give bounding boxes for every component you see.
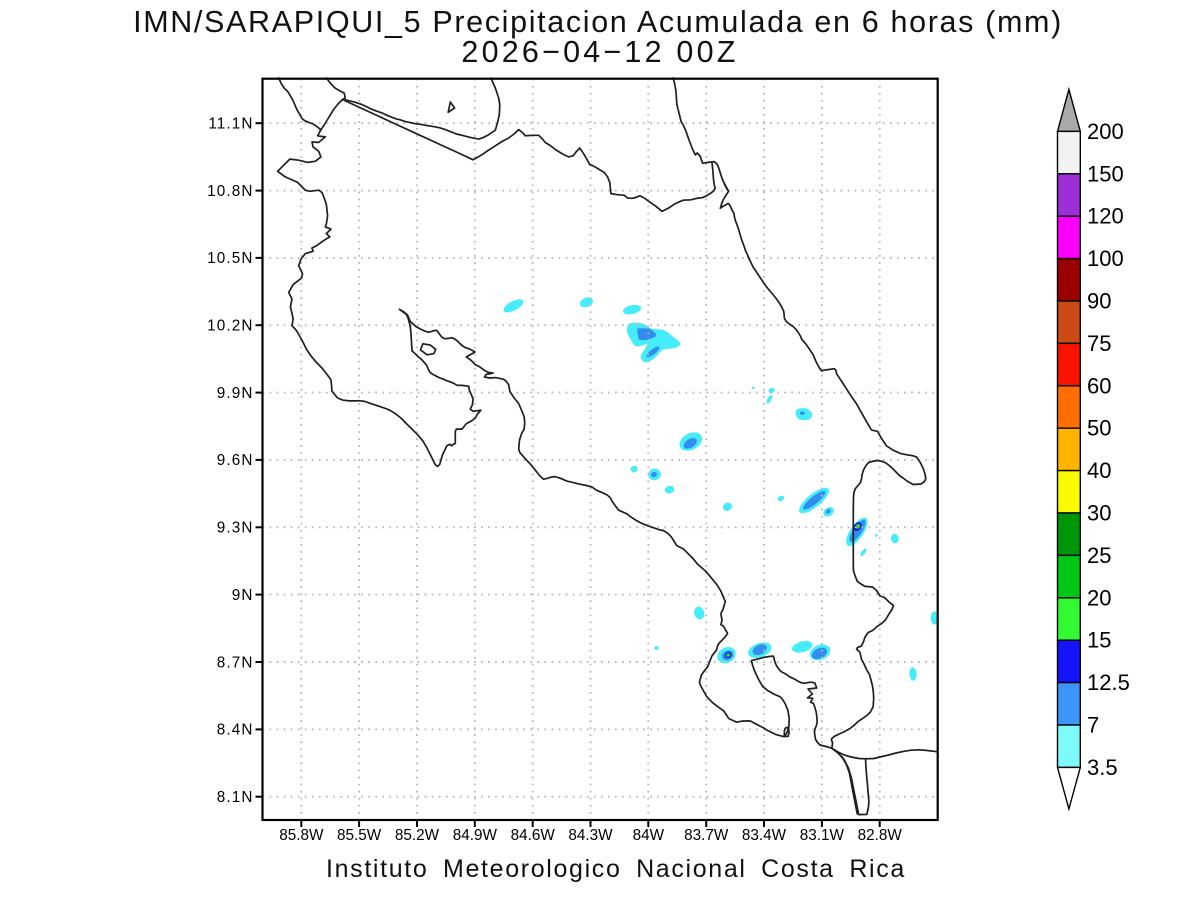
svg-text:82.8W: 82.8W: [858, 827, 903, 844]
svg-text:84.6W: 84.6W: [511, 827, 556, 844]
svg-text:12.5: 12.5: [1087, 670, 1130, 695]
svg-text:85.5W: 85.5W: [337, 827, 382, 844]
svg-text:9.6N: 9.6N: [217, 452, 254, 469]
svg-text:20: 20: [1087, 585, 1111, 610]
svg-text:10.8N: 10.8N: [207, 183, 253, 200]
svg-text:83.7W: 83.7W: [684, 827, 729, 844]
svg-text:3.5: 3.5: [1087, 755, 1118, 780]
svg-text:83.1W: 83.1W: [800, 827, 845, 844]
svg-text:100: 100: [1087, 246, 1124, 271]
svg-text:8.1N: 8.1N: [217, 789, 254, 806]
svg-text:150: 150: [1087, 161, 1124, 186]
svg-text:85.8W: 85.8W: [279, 827, 324, 844]
svg-text:84.3W: 84.3W: [568, 827, 613, 844]
svg-text:9.9N: 9.9N: [217, 385, 254, 402]
svg-text:40: 40: [1087, 458, 1111, 483]
svg-text:30: 30: [1087, 501, 1111, 526]
svg-text:IMN/SARAPIQUI_5 Precipitacion: IMN/SARAPIQUI_5 Precipitacion Acumulada …: [133, 5, 1063, 39]
svg-text:84.9W: 84.9W: [453, 827, 498, 844]
svg-text:11.1N: 11.1N: [208, 116, 253, 133]
svg-text:60: 60: [1087, 373, 1111, 398]
svg-text:10.2N: 10.2N: [207, 318, 253, 335]
svg-text:85.2W: 85.2W: [395, 827, 440, 844]
svg-text:200: 200: [1087, 119, 1124, 144]
svg-text:8.7N: 8.7N: [217, 654, 254, 671]
svg-text:10.5N: 10.5N: [207, 250, 253, 267]
svg-text:120: 120: [1087, 204, 1124, 229]
svg-text:84W: 84W: [633, 827, 665, 844]
svg-text:25: 25: [1087, 543, 1111, 568]
svg-text:9N: 9N: [232, 587, 254, 604]
svg-text:15: 15: [1087, 628, 1111, 653]
svg-text:2026−04−12 00Z: 2026−04−12 00Z: [461, 35, 738, 69]
svg-text:9.3N: 9.3N: [217, 520, 254, 537]
svg-text:8.4N: 8.4N: [217, 722, 254, 739]
svg-text:75: 75: [1087, 331, 1111, 356]
svg-text:Instituto Meteorologico Nacion: Instituto Meteorologico Nacional Costa R…: [326, 855, 906, 883]
svg-text:90: 90: [1087, 289, 1111, 314]
svg-text:83.4W: 83.4W: [742, 827, 787, 844]
svg-text:50: 50: [1087, 416, 1111, 441]
svg-text:7: 7: [1087, 713, 1099, 738]
